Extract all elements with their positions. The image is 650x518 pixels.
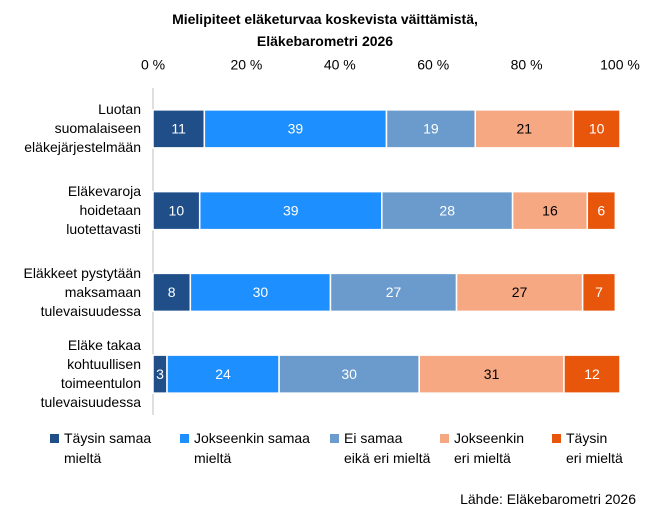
y-tick-label: Luotan suomalaiseen eläkejärjestelmään [24, 101, 141, 156]
bar-segment [166, 354, 280, 394]
legend-label: Jokseenkin eri mieltä [454, 430, 525, 466]
x-tick-label: 20 % [230, 57, 262, 73]
value-label: 12 [584, 366, 600, 382]
legend-marker [552, 434, 561, 443]
source: Lähde: Eläkebarometri 2026 [460, 491, 636, 507]
bar-segment [581, 272, 617, 313]
y-tick-label: Eläkkeet pystytään maksamaan tulevaisuud… [23, 264, 141, 319]
x-tick-label: 0 % [141, 57, 165, 73]
bar-segment [203, 109, 388, 149]
legend-marker [330, 434, 339, 443]
chart-title: Mielipiteet eläketurvaa koskevista väitt… [172, 11, 478, 49]
x-tick-label: 80 % [511, 57, 543, 73]
legend-label: Jokseenkin samaa mieltä [194, 430, 310, 466]
value-label: 30 [253, 284, 269, 300]
bar-segment [455, 272, 584, 313]
value-label: 39 [283, 202, 299, 218]
bar-segment [586, 190, 617, 231]
value-label: 16 [542, 202, 558, 218]
bar-segment [563, 354, 621, 394]
value-label: 19 [423, 121, 439, 137]
value-label: 28 [439, 202, 455, 218]
x-tick-label: 100 % [600, 57, 640, 73]
bar-segment [572, 109, 621, 149]
legend-marker [50, 434, 59, 443]
value-label: 31 [484, 366, 500, 382]
legend-label: Täysin samaa mieltä [64, 430, 152, 466]
legend-label: Täysin eri mieltä [566, 430, 623, 466]
value-label: 21 [516, 121, 532, 137]
value-label: 7 [595, 284, 603, 300]
y-tick-label: Eläkevaroja hoidetaan luotettavasti [66, 183, 141, 238]
bar-segment [381, 190, 514, 231]
bar-segment [278, 354, 420, 394]
value-label: 11 [171, 121, 186, 137]
value-label: 8 [168, 284, 176, 300]
bar-segment [418, 354, 565, 394]
x-tick-label: 60 % [417, 57, 449, 73]
x-tick-label: 40 % [324, 57, 356, 73]
value-label: 24 [215, 366, 231, 382]
bar-segment [152, 190, 201, 231]
value-label: 3 [156, 366, 164, 382]
value-label: 27 [386, 284, 402, 300]
bar-segment [189, 272, 332, 313]
legend-label: Ei samaa eikä eri mieltä [344, 430, 431, 466]
legend-marker [180, 434, 189, 443]
bar-segment [385, 109, 476, 149]
y-tick-label: Eläke takaa kohtuullisen toimeentulon tu… [40, 337, 141, 411]
bar-segment [511, 190, 589, 231]
value-label: 10 [169, 202, 185, 218]
bar-segment [329, 272, 458, 313]
legend-marker [440, 434, 449, 443]
value-label: 27 [512, 284, 528, 300]
value-label: 30 [341, 366, 357, 382]
bar-segment [152, 109, 206, 149]
value-label: 10 [589, 121, 605, 137]
value-label: 6 [597, 202, 605, 218]
value-label: 39 [288, 121, 304, 137]
